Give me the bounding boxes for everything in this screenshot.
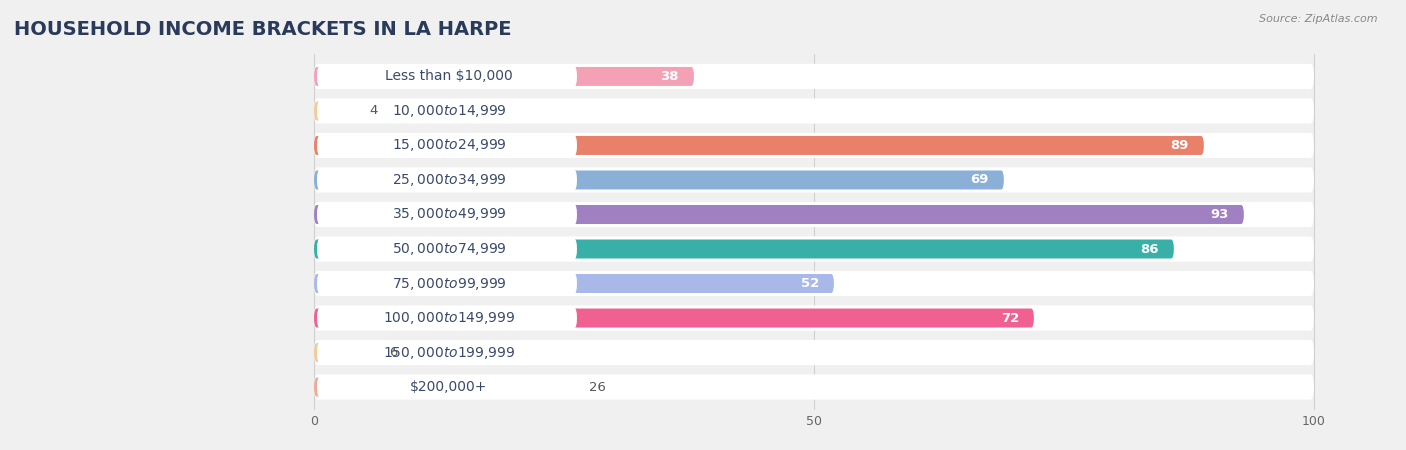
FancyBboxPatch shape (316, 377, 576, 397)
Text: 6: 6 (389, 346, 398, 359)
FancyBboxPatch shape (314, 167, 1313, 193)
FancyBboxPatch shape (316, 342, 576, 363)
FancyBboxPatch shape (316, 308, 576, 328)
Text: 93: 93 (1211, 208, 1229, 221)
Text: $100,000 to $149,999: $100,000 to $149,999 (382, 310, 515, 326)
Text: 4: 4 (368, 104, 377, 117)
FancyBboxPatch shape (316, 101, 576, 121)
FancyBboxPatch shape (314, 64, 1313, 89)
FancyBboxPatch shape (316, 204, 576, 225)
FancyBboxPatch shape (314, 101, 354, 121)
FancyBboxPatch shape (316, 273, 576, 294)
Text: 26: 26 (589, 381, 606, 394)
FancyBboxPatch shape (314, 309, 1033, 328)
Text: $50,000 to $74,999: $50,000 to $74,999 (392, 241, 506, 257)
FancyBboxPatch shape (314, 171, 1004, 189)
FancyBboxPatch shape (314, 374, 1313, 400)
Text: 86: 86 (1140, 243, 1159, 256)
Text: 89: 89 (1170, 139, 1189, 152)
FancyBboxPatch shape (314, 306, 1313, 331)
FancyBboxPatch shape (314, 378, 574, 396)
FancyBboxPatch shape (316, 135, 576, 156)
Text: $25,000 to $34,999: $25,000 to $34,999 (392, 172, 506, 188)
FancyBboxPatch shape (314, 340, 1313, 365)
FancyBboxPatch shape (314, 239, 1174, 258)
Text: $75,000 to $99,999: $75,000 to $99,999 (392, 275, 506, 292)
FancyBboxPatch shape (314, 205, 1244, 224)
FancyBboxPatch shape (316, 66, 576, 86)
FancyBboxPatch shape (314, 99, 1313, 124)
Text: HOUSEHOLD INCOME BRACKETS IN LA HARPE: HOUSEHOLD INCOME BRACKETS IN LA HARPE (14, 19, 512, 39)
FancyBboxPatch shape (314, 343, 374, 362)
Text: 69: 69 (970, 174, 988, 186)
FancyBboxPatch shape (316, 239, 576, 259)
Text: $10,000 to $14,999: $10,000 to $14,999 (392, 103, 506, 119)
Text: $150,000 to $199,999: $150,000 to $199,999 (382, 345, 515, 360)
Text: 52: 52 (800, 277, 818, 290)
FancyBboxPatch shape (314, 67, 695, 86)
FancyBboxPatch shape (314, 271, 1313, 296)
FancyBboxPatch shape (314, 274, 834, 293)
Text: 38: 38 (661, 70, 679, 83)
Text: Less than $10,000: Less than $10,000 (385, 69, 513, 83)
Text: $200,000+: $200,000+ (411, 380, 488, 394)
Text: $35,000 to $49,999: $35,000 to $49,999 (392, 207, 506, 222)
FancyBboxPatch shape (314, 133, 1313, 158)
FancyBboxPatch shape (316, 170, 576, 190)
FancyBboxPatch shape (314, 136, 1204, 155)
Text: 72: 72 (1001, 311, 1019, 324)
FancyBboxPatch shape (314, 236, 1313, 261)
Text: $15,000 to $24,999: $15,000 to $24,999 (392, 137, 506, 153)
FancyBboxPatch shape (314, 202, 1313, 227)
Text: Source: ZipAtlas.com: Source: ZipAtlas.com (1260, 14, 1378, 23)
